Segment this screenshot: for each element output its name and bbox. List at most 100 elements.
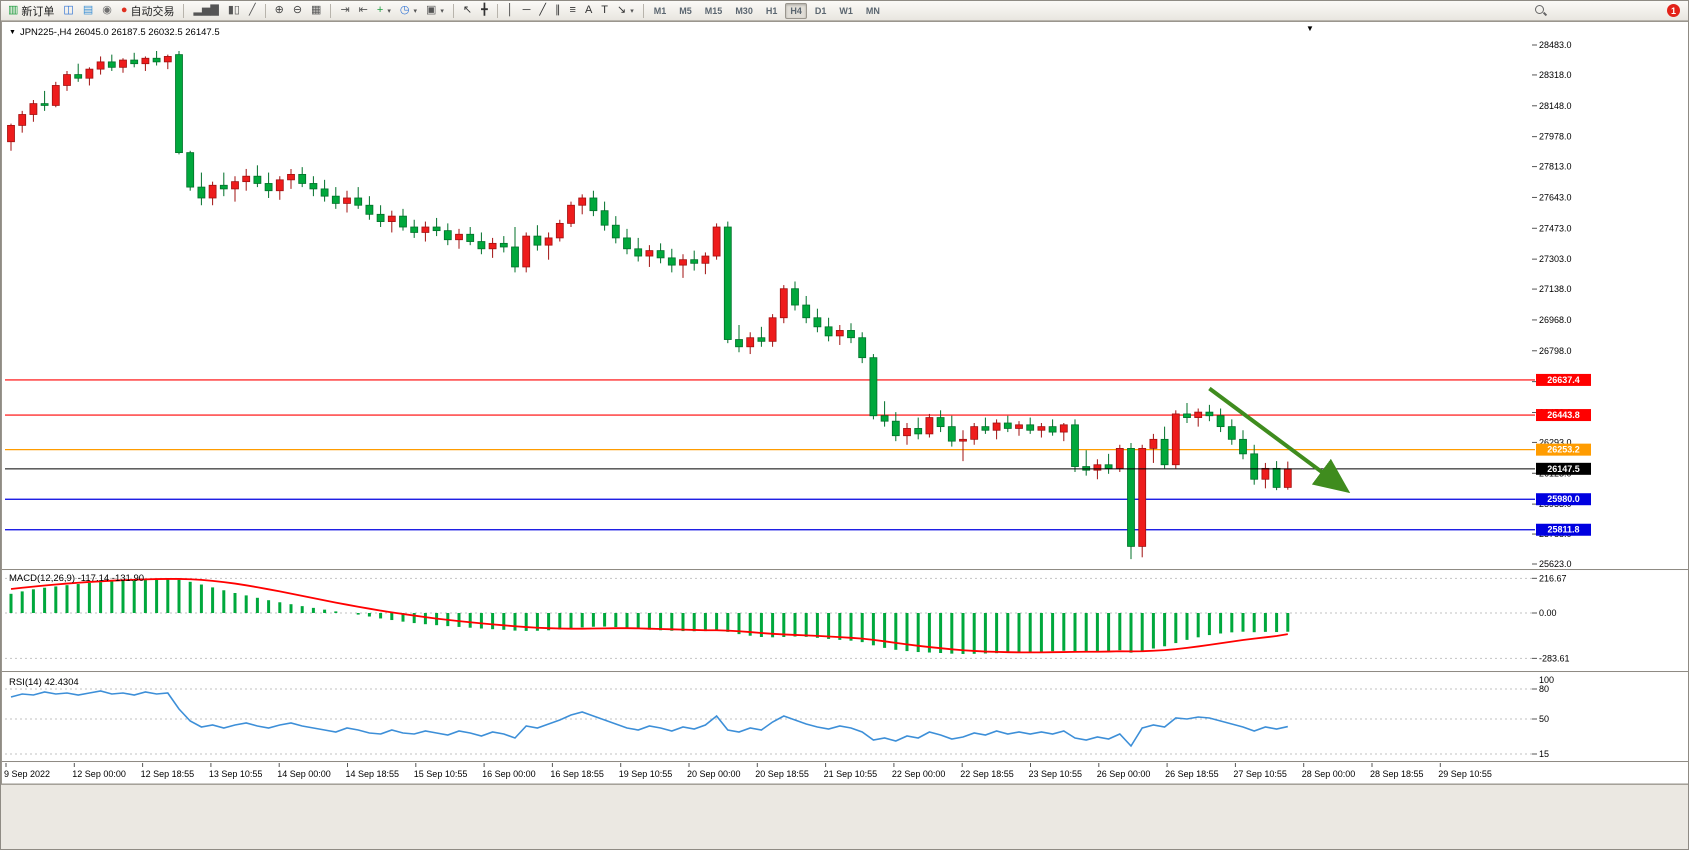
chart-title-bar: ▼ JPN225-,H4 26045.0 26187.5 26032.5 2614… — [9, 27, 220, 38]
zoom-in-icon: ⊕ — [274, 4, 284, 16]
timeframe-m15-button[interactable]: M15 — [704, 5, 723, 16]
svg-text:28483.0: 28483.0 — [1539, 40, 1572, 50]
price-badge — [1536, 462, 1591, 475]
candlestick-button[interactable]: ▮▯ — [224, 2, 244, 20]
cursor-icon: ↖ — [462, 4, 473, 16]
svg-text:26147.5: 26147.5 — [1547, 464, 1580, 474]
price-badge — [1536, 373, 1591, 386]
toolbar-separator — [264, 3, 266, 18]
line-chart-button[interactable]: ╱ — [245, 2, 260, 20]
timeframe-m1-button[interactable]: M1 — [653, 5, 667, 16]
svg-text:12 Sep 18:55: 12 Sep 18:55 — [141, 769, 195, 779]
svg-text:25980.0: 25980.0 — [1547, 494, 1580, 504]
tile-windows-button[interactable]: ▦ — [307, 2, 325, 20]
timeframe-w1-button[interactable]: W1 — [839, 5, 853, 16]
tile-windows-icon: ▦ — [311, 4, 322, 16]
chart-menu-icon[interactable]: ▼ — [1306, 24, 1314, 33]
vertical-line-icon: │ — [506, 4, 514, 16]
price-badge — [1536, 493, 1591, 506]
timeframe-buttons: M1 M5 M15 M30 H1 H4 D1 W1 MN — [648, 2, 886, 19]
svg-text:26968.0: 26968.0 — [1539, 315, 1572, 325]
svg-text:16 Sep 00:00: 16 Sep 00:00 — [482, 769, 536, 779]
caret-down-icon: ▾ — [630, 7, 634, 15]
svg-text:21 Sep 10:55: 21 Sep 10:55 — [824, 769, 878, 779]
navigator-icon: ◉ — [102, 4, 112, 16]
periods-icon: ◷ — [399, 4, 410, 16]
search-icon[interactable] — [1534, 4, 1547, 17]
auto-trading-icon: ● — [120, 4, 128, 16]
chart-title: JPN225-,H4 26045.0 26187.5 26032.5 26147… — [19, 27, 220, 38]
price-badge — [1536, 409, 1591, 422]
svg-text:28318.0: 28318.0 — [1539, 70, 1572, 80]
horizontal-line-icon: ─ — [522, 4, 531, 16]
chart-window-button[interactable]: ◫ — [59, 2, 77, 20]
svg-text:27978.0: 27978.0 — [1539, 132, 1572, 142]
arrows-button[interactable]: ↘ ▾ — [613, 2, 638, 20]
data-window-button[interactable]: ▤ — [79, 2, 97, 20]
zoom-out-button[interactable]: ⊖ — [289, 2, 306, 20]
indicators-button[interactable]: + ▾ — [373, 2, 395, 20]
toolbar-separator — [183, 3, 185, 18]
data-window-icon: ▤ — [82, 4, 94, 16]
new-order-button[interactable]: ▥ 新订单 — [4, 2, 58, 20]
new-order-button-label: 新订单 — [21, 5, 55, 18]
macd-signal-line — [10, 578, 1288, 654]
channel-icon: ∥ — [555, 4, 561, 16]
text-button[interactable]: A — [581, 2, 596, 20]
svg-text:16 Sep 18:55: 16 Sep 18:55 — [550, 769, 604, 779]
text-label-button[interactable]: T — [597, 2, 612, 20]
periods-button[interactable]: ◷ ▾ — [396, 2, 421, 20]
trendline-button[interactable]: ╱ — [535, 2, 550, 20]
timeframe-h1-button[interactable]: H1 — [765, 5, 778, 16]
svg-text:26798.0: 26798.0 — [1539, 346, 1572, 356]
bar-chart-button[interactable]: ▂▅▇ — [189, 2, 222, 20]
vertical-line-button[interactable]: │ — [503, 2, 518, 20]
cursor-button[interactable]: ↖ — [459, 2, 476, 20]
auto-trading-button[interactable]: ● 自动交易 — [117, 2, 179, 20]
svg-text:28 Sep 18:55: 28 Sep 18:55 — [1370, 769, 1424, 779]
macd-label: MACD(12,26,9) -117.14 -131.90 — [9, 573, 145, 584]
caret-down-icon: ▾ — [413, 7, 417, 15]
svg-text:12 Sep 00:00: 12 Sep 00:00 — [72, 769, 126, 779]
timeframe-m5-button[interactable]: M5 — [679, 5, 692, 16]
candlestick-series[interactable] — [7, 50, 1292, 560]
svg-text:29 Sep 10:55: 29 Sep 10:55 — [1438, 769, 1492, 779]
chart-shift-button[interactable]: ⇤ — [355, 2, 372, 20]
svg-text:27643.0: 27643.0 — [1539, 192, 1572, 202]
chart-background — [1, 21, 1688, 784]
auto-scroll-icon: ⇥ — [340, 4, 350, 16]
line-chart-icon: ╱ — [248, 4, 256, 16]
svg-text:27813.0: 27813.0 — [1539, 162, 1572, 172]
fibonacci-button[interactable]: ≡ — [566, 2, 580, 20]
crosshair-button[interactable]: ╋ — [477, 2, 492, 20]
auto-scroll-button[interactable]: ⇥ — [336, 2, 353, 20]
notification-badge[interactable]: 1 — [1667, 4, 1680, 17]
time-axis[interactable]: 9 Sep 2022 12 Sep 00:00 12 Sep 18:55 13 Sep… — [4, 763, 1492, 779]
timeframe-h4-button[interactable]: H4 — [785, 2, 807, 19]
channel-button[interactable]: ∥ — [551, 2, 565, 20]
svg-text:26 Sep 18:55: 26 Sep 18:55 — [1165, 769, 1219, 779]
price-axis[interactable]: 28483.0 28318.0 28148.0 27978.0 27813.0 27643… — [1532, 40, 1591, 569]
arrows-icon: ↘ — [617, 4, 627, 16]
timeframe-m30-button[interactable]: M30 — [735, 5, 753, 16]
navigator-button[interactable]: ◉ — [98, 2, 116, 20]
price-badge — [1536, 443, 1591, 456]
rsi-line — [10, 690, 1288, 748]
trend-arrow[interactable] — [1208, 386, 1351, 494]
macd-histogram — [9, 579, 1290, 654]
toolbar-separator — [642, 3, 644, 18]
caret-down-icon: ▾ — [387, 7, 391, 15]
chart-dropdown-icon[interactable]: ▼ — [9, 29, 16, 36]
horizontal-line-button[interactable]: ─ — [519, 2, 535, 20]
templates-button[interactable]: ▣ ▾ — [422, 2, 448, 20]
svg-text:100: 100 — [1539, 675, 1554, 685]
toolbar-separator — [452, 3, 454, 18]
chart-shift-icon: ⇤ — [358, 4, 368, 16]
zoom-in-button[interactable]: ⊕ — [271, 2, 288, 20]
timeframe-d1-button[interactable]: D1 — [814, 5, 827, 16]
bar-chart-icon: ▂▅▇ — [193, 4, 219, 16]
timeframe-mn-button[interactable]: MN — [865, 5, 880, 16]
svg-text:25623.0: 25623.0 — [1539, 559, 1572, 569]
svg-text:22 Sep 00:00: 22 Sep 00:00 — [892, 769, 946, 779]
